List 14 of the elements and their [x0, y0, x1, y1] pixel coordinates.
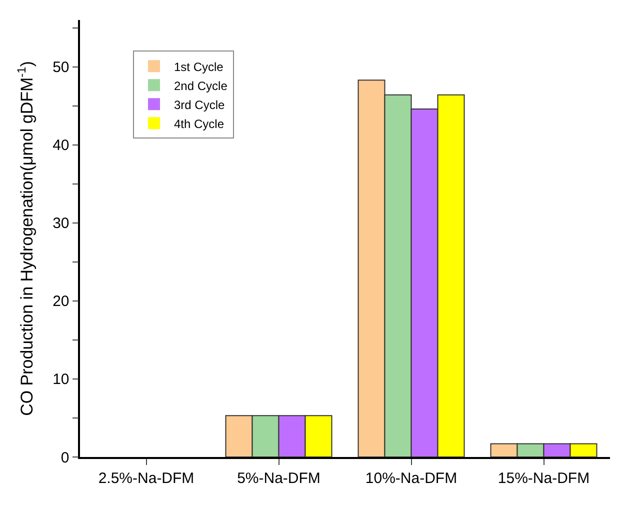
y-tick-label: 30 — [52, 215, 70, 232]
y-tick-label: 40 — [52, 137, 70, 154]
y-tick-label: 10 — [52, 371, 70, 388]
y-tick-label: 0 — [60, 449, 70, 466]
y-tick-label: 20 — [52, 293, 70, 310]
legend-label: 4th Cycle — [174, 116, 224, 131]
x-tick-label: 15%-Na-DFM — [498, 470, 590, 487]
legend-label: 3rd Cycle — [174, 98, 226, 112]
legend-label: 1st Cycle — [174, 60, 224, 74]
x-tick-label: 10%-Na-DFM — [365, 470, 458, 487]
legend-label: 2nd Cycle — [174, 78, 228, 93]
x-tick-label: 5%-Na-DFM — [237, 470, 320, 487]
y-tick-label: 50 — [52, 59, 70, 76]
x-tick-label: 2.5%-Na-DFM — [98, 470, 194, 487]
